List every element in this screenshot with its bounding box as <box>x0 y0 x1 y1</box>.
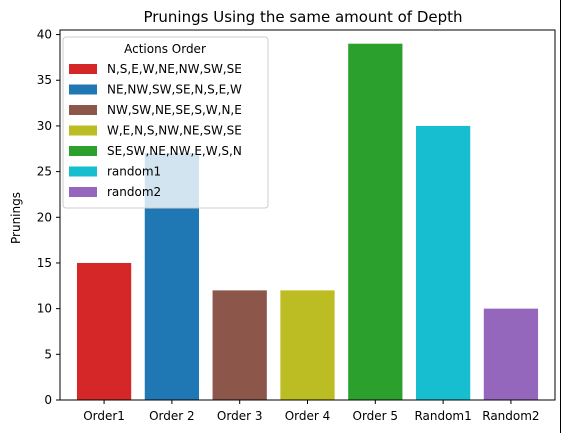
legend-label: SE,SW,NE,NW,E,W,S,N <box>107 144 242 158</box>
legend-label: N,S,E,W,NE,NW,SW,SE <box>107 62 242 76</box>
legend-label: NW,SW,NE,SE,S,W,N,E <box>107 103 242 117</box>
bar-random1 <box>415 125 471 400</box>
y-tick-label: 0 <box>44 393 52 407</box>
bar-order-4 <box>280 290 335 400</box>
y-tick-label: 35 <box>37 73 52 87</box>
legend-label: random1 <box>107 165 161 179</box>
y-axis-label: Prunings <box>9 192 23 244</box>
legend-title: Actions Order <box>124 42 206 56</box>
x-tick-label: Order 3 <box>217 409 263 423</box>
legend-swatch <box>69 105 97 115</box>
x-tick-label: Order1 <box>83 409 125 423</box>
legend-swatch <box>69 187 97 197</box>
x-tick-label: Order 2 <box>149 409 195 423</box>
legend-swatch <box>69 84 97 95</box>
legend-label: random2 <box>107 185 161 199</box>
bar-order1 <box>76 262 132 400</box>
legend-swatch <box>69 146 97 156</box>
y-tick-label: 40 <box>37 28 52 42</box>
bar-random2 <box>483 308 539 400</box>
axes-group: 0 5 10 15 20 25 30 35 40 Order1 Order 2 Order 3 Orde… <box>37 28 556 423</box>
y-tick-label: 20 <box>37 210 52 224</box>
bar-order-5 <box>348 43 403 400</box>
legend-label: NE,NW,SW,SE,N,S,E,W <box>107 83 242 97</box>
right-edge-line <box>560 0 561 433</box>
y-tick-label: 5 <box>44 347 52 361</box>
legend-label: W,E,N,S,NW,NE,SW,SE <box>107 124 242 138</box>
legend-box <box>62 36 269 209</box>
x-tick-label: Order 5 <box>353 409 399 423</box>
chart-title: Prunings Using the same amount of Depth <box>143 8 462 26</box>
legend-swatch <box>69 125 97 136</box>
legend: Actions Order N,S,E,W,NE,NW,SW,SE NE,NW,SW… <box>62 36 269 209</box>
y-tick-label: 30 <box>37 119 52 133</box>
legend-swatch <box>69 166 97 177</box>
y-tick-label: 25 <box>37 165 52 179</box>
bar-order-3 <box>212 290 267 400</box>
x-tick-label: Random2 <box>482 409 539 423</box>
legend-swatch <box>69 64 97 74</box>
x-tick-label: Random1 <box>414 409 471 423</box>
y-tick-label: 15 <box>37 256 52 270</box>
y-tick-label: 10 <box>37 302 52 316</box>
x-tick-label: Order 4 <box>285 409 331 423</box>
